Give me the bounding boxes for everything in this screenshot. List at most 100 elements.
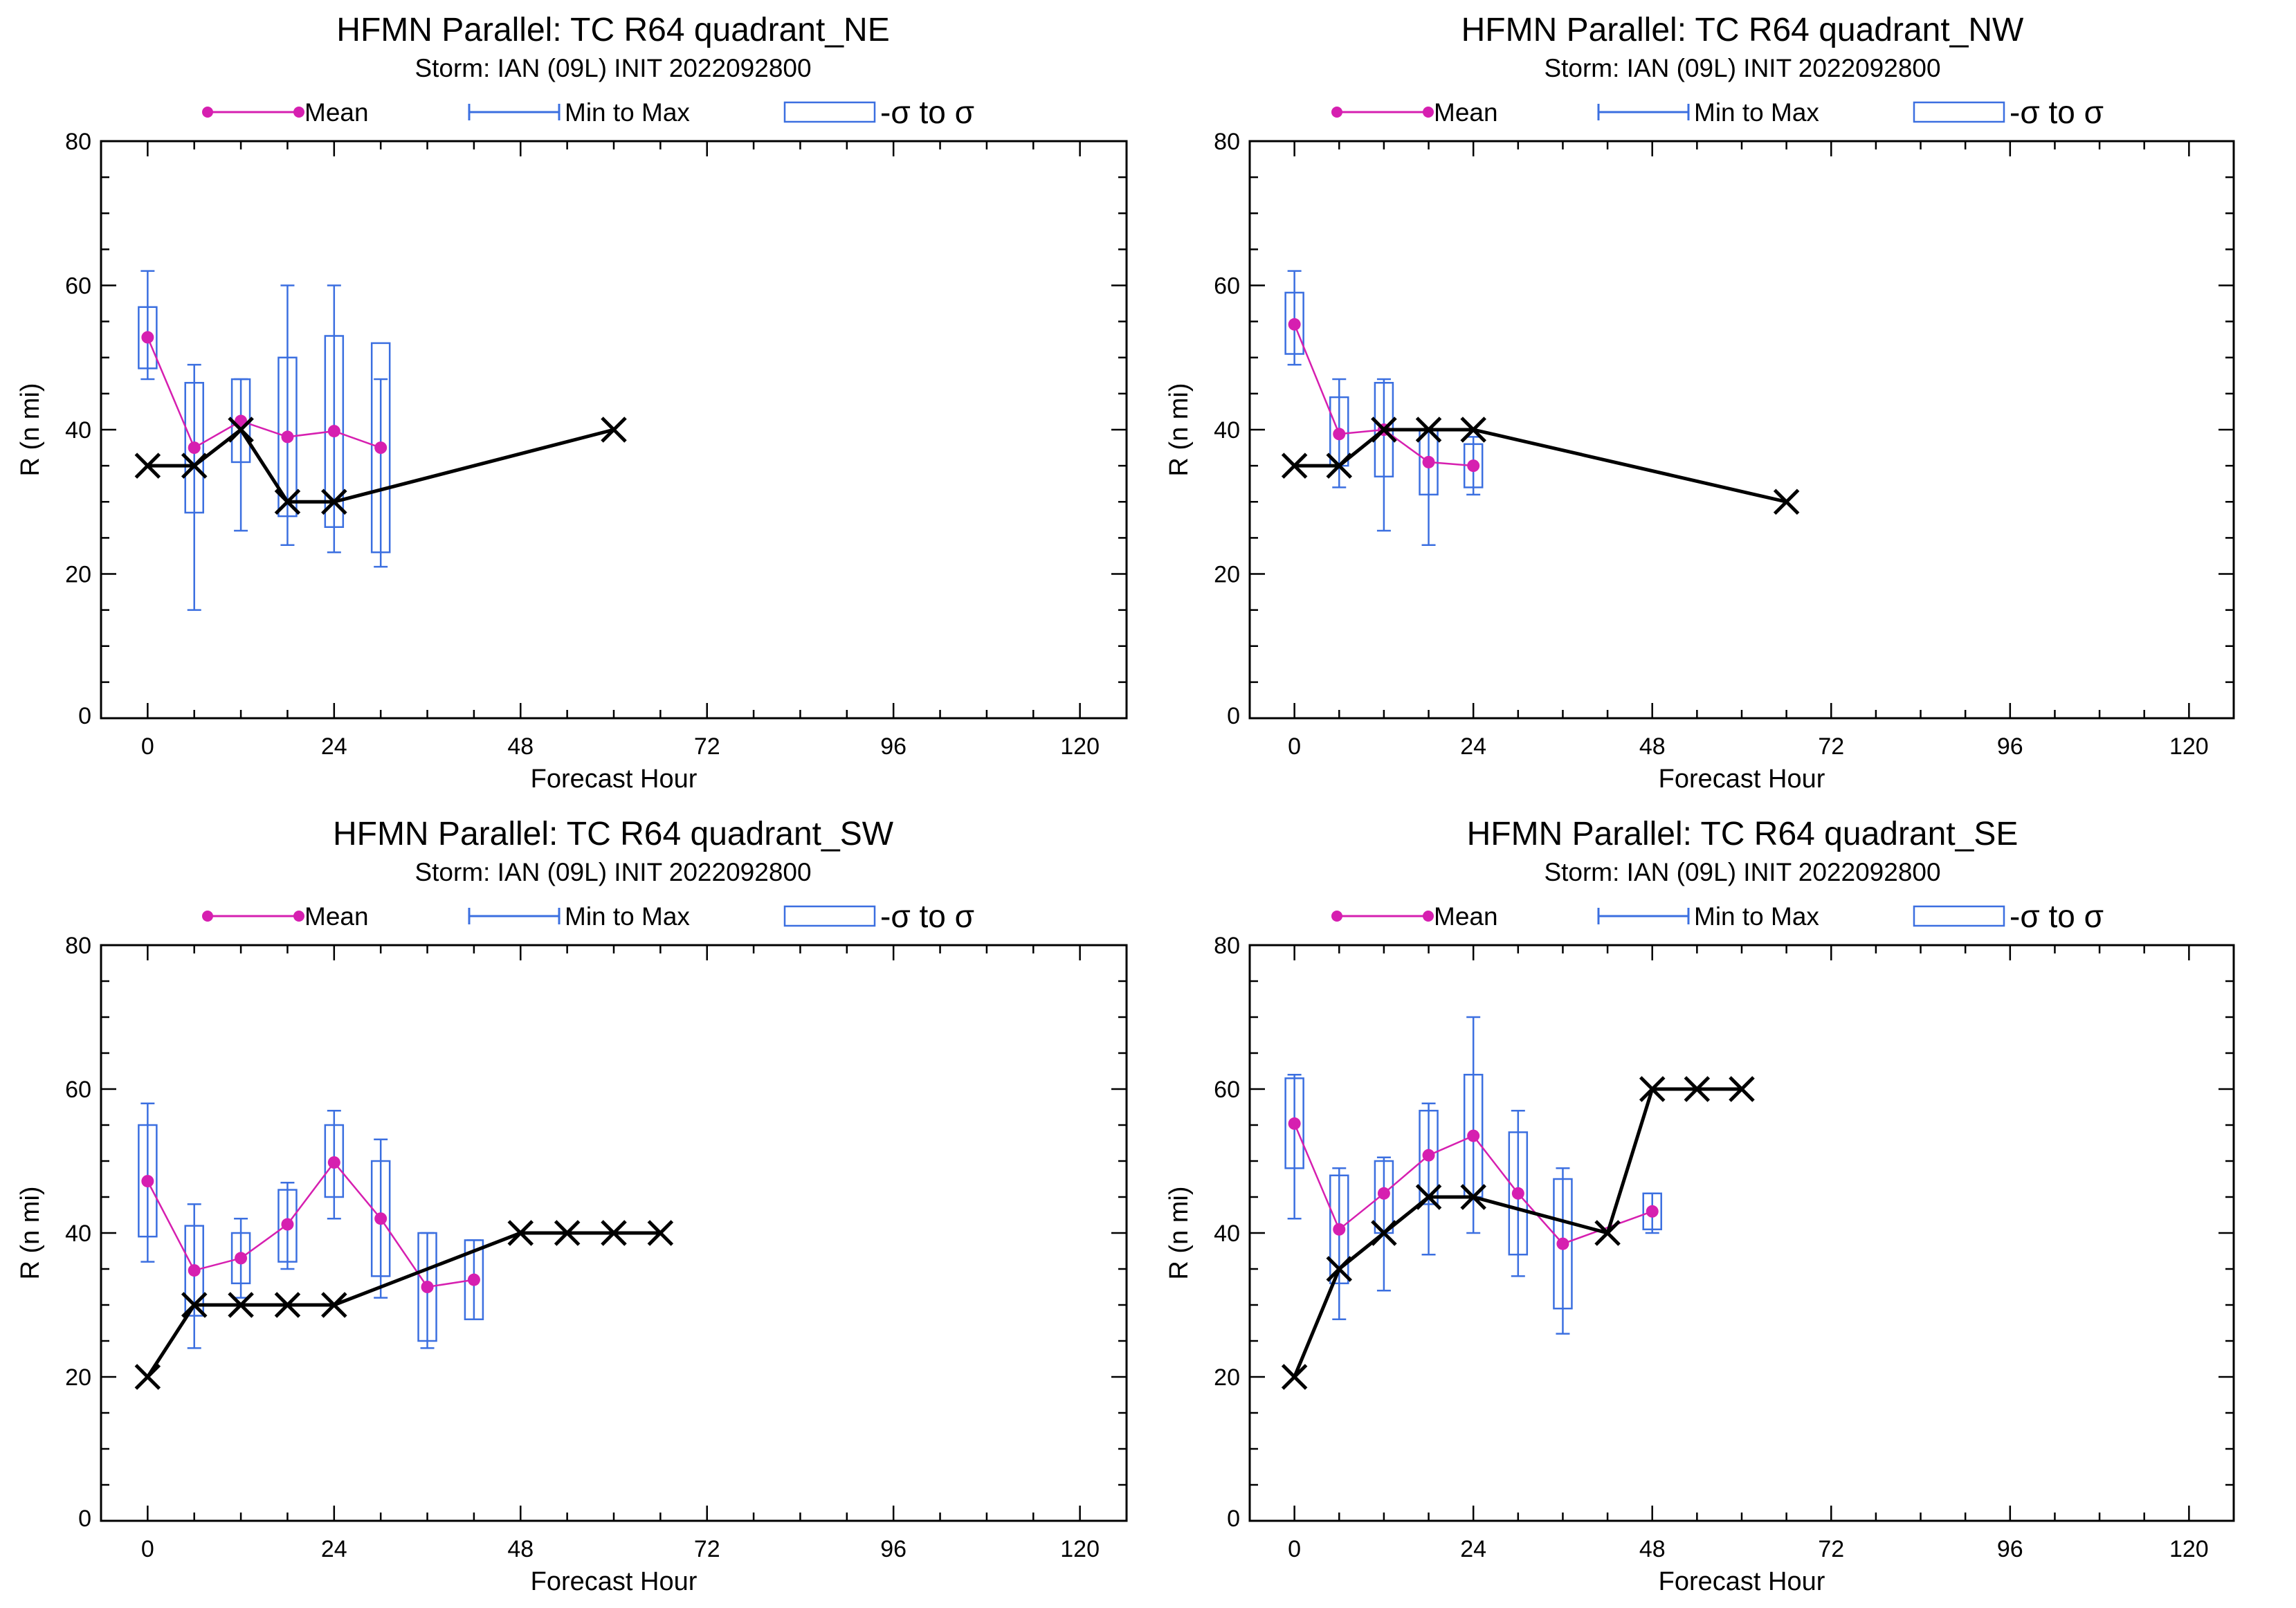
- chart-subtitle: Storm: IAN (09L) INIT 2022092800: [1544, 54, 1940, 82]
- best-track-marker: [181, 453, 208, 479]
- marker-stroke: [181, 1292, 208, 1318]
- legend-mean-dot: [1331, 911, 1342, 922]
- marker-stroke: [1326, 453, 1353, 479]
- legend-sigma-box: [1913, 101, 2005, 123]
- best-track-line: [1294, 428, 1787, 504]
- plot-frame: [1248, 944, 2235, 1522]
- best-track-marker: [274, 1292, 301, 1318]
- legend-sigma-box: [783, 905, 876, 927]
- y-tick-label: 20: [65, 562, 91, 588]
- marker-stroke: [134, 453, 161, 479]
- mean-point: [1333, 1223, 1346, 1236]
- legend: Mean Min to Max -σ to σ: [1331, 898, 2104, 934]
- marker-stroke: [647, 1220, 674, 1246]
- mean-point: [235, 1252, 248, 1265]
- marker-stroke: [1326, 1256, 1353, 1282]
- y-tick-label: 0: [1227, 1506, 1240, 1532]
- best-track-marker: [1371, 417, 1397, 443]
- legend-sigma-box: [1913, 905, 2005, 927]
- y-tick-label: 80: [1214, 129, 1240, 155]
- marker-stroke: [228, 1292, 254, 1318]
- best-track-marker: [134, 1364, 161, 1390]
- legend-mean-dot: [1331, 107, 1342, 118]
- marker-stroke: [1415, 417, 1442, 443]
- mean-point: [327, 1156, 340, 1169]
- mean-point: [1422, 1149, 1435, 1162]
- best-track-marker: [1729, 1076, 1755, 1102]
- best-track-marker: [1415, 417, 1442, 443]
- mean-point: [188, 1264, 201, 1277]
- y-axis-label: R (n mi): [16, 383, 45, 476]
- marker-stroke: [1729, 1076, 1755, 1102]
- best-track-marker: [1684, 1076, 1711, 1102]
- legend-minmax-label: Min to Max: [1694, 98, 1819, 127]
- marker-stroke: [134, 1364, 161, 1390]
- best-track-line: [146, 1231, 661, 1378]
- mean-point: [1511, 1187, 1524, 1200]
- x-tick-label: 72: [1818, 733, 1844, 760]
- y-tick-label: 20: [1214, 562, 1240, 588]
- legend: Mean Min to Max -σ to σ: [202, 898, 974, 934]
- best-track-line: [147, 428, 614, 504]
- best-track-marker: [228, 1292, 254, 1318]
- marker-stroke: [274, 488, 301, 515]
- best-track-marker: [554, 1220, 581, 1246]
- marker-stroke: [507, 1220, 534, 1246]
- mean-line: [147, 337, 381, 449]
- marker-stroke: [1460, 417, 1486, 443]
- legend-mean-dot: [1423, 911, 1434, 922]
- legend-mean-label: Mean: [1434, 98, 1498, 127]
- legend-mean-label: Mean: [304, 98, 369, 127]
- best-track-marker: [181, 1292, 208, 1318]
- marker-stroke: [181, 453, 208, 479]
- x-axis-label: Forecast Hour: [531, 765, 698, 794]
- y-tick-label: 80: [65, 129, 91, 155]
- best-track-marker: [1326, 1256, 1353, 1282]
- best-track-marker: [601, 417, 627, 443]
- legend-mean-dot: [1423, 107, 1434, 118]
- best-track-marker: [1460, 1184, 1486, 1210]
- marker-stroke: [321, 488, 347, 515]
- best-track-marker: [1371, 1220, 1397, 1246]
- best-track-marker: [321, 488, 347, 515]
- legend-mean-dot: [293, 911, 304, 922]
- x-tick-label: 120: [1060, 733, 1100, 760]
- y-axis-label: R (n mi): [16, 1186, 45, 1279]
- marker-stroke: [1371, 1220, 1397, 1246]
- x-tick-label: 0: [1288, 733, 1301, 760]
- y-tick-label: 40: [1214, 1221, 1240, 1247]
- legend: Mean Min to Max -σ to σ: [1331, 94, 2104, 130]
- legend-mean-dot: [293, 107, 304, 118]
- mean-line: [147, 1161, 475, 1288]
- x-tick-label: 120: [2169, 733, 2209, 760]
- legend-sigma-label: -σ to σ: [880, 94, 974, 130]
- y-tick-label: 80: [65, 933, 91, 959]
- marker-stroke: [1415, 1184, 1442, 1210]
- chart-title: HFMN Parallel: TC R64 quadrant_SE: [1467, 816, 2019, 852]
- x-tick-label: 24: [1460, 733, 1486, 760]
- marker-stroke: [1594, 1220, 1621, 1246]
- marker-stroke: [554, 1220, 581, 1246]
- mean-point: [281, 430, 294, 444]
- x-tick-label: 72: [694, 1536, 720, 1562]
- legend: Mean Min to Max -σ to σ: [202, 94, 974, 130]
- marker-stroke: [1281, 1364, 1308, 1390]
- x-tick-label: 120: [2169, 1536, 2209, 1562]
- chart-panel-4: HFMN Parallel: TC R64 quadrant_SE Storm: …: [1165, 816, 2235, 1596]
- y-tick-label: 0: [1227, 703, 1240, 729]
- best-track-marker: [134, 453, 161, 479]
- legend-mean-dot: [202, 911, 213, 922]
- x-tick-label: 0: [141, 733, 154, 760]
- marker-stroke: [1371, 417, 1397, 443]
- best-track-marker: [1639, 1076, 1666, 1102]
- x-tick-label: 24: [1460, 1536, 1486, 1562]
- best-track-marker: [1415, 1184, 1442, 1210]
- y-axis-label: R (n mi): [1165, 1186, 1194, 1279]
- x-tick-label: 0: [141, 1536, 154, 1562]
- mean-line: [1293, 1123, 1653, 1245]
- legend-sigma-box: [783, 101, 876, 123]
- best-track-marker: [601, 1220, 627, 1246]
- mean-point: [1288, 318, 1301, 331]
- mean-point: [281, 1218, 294, 1231]
- marker-stroke: [228, 417, 254, 443]
